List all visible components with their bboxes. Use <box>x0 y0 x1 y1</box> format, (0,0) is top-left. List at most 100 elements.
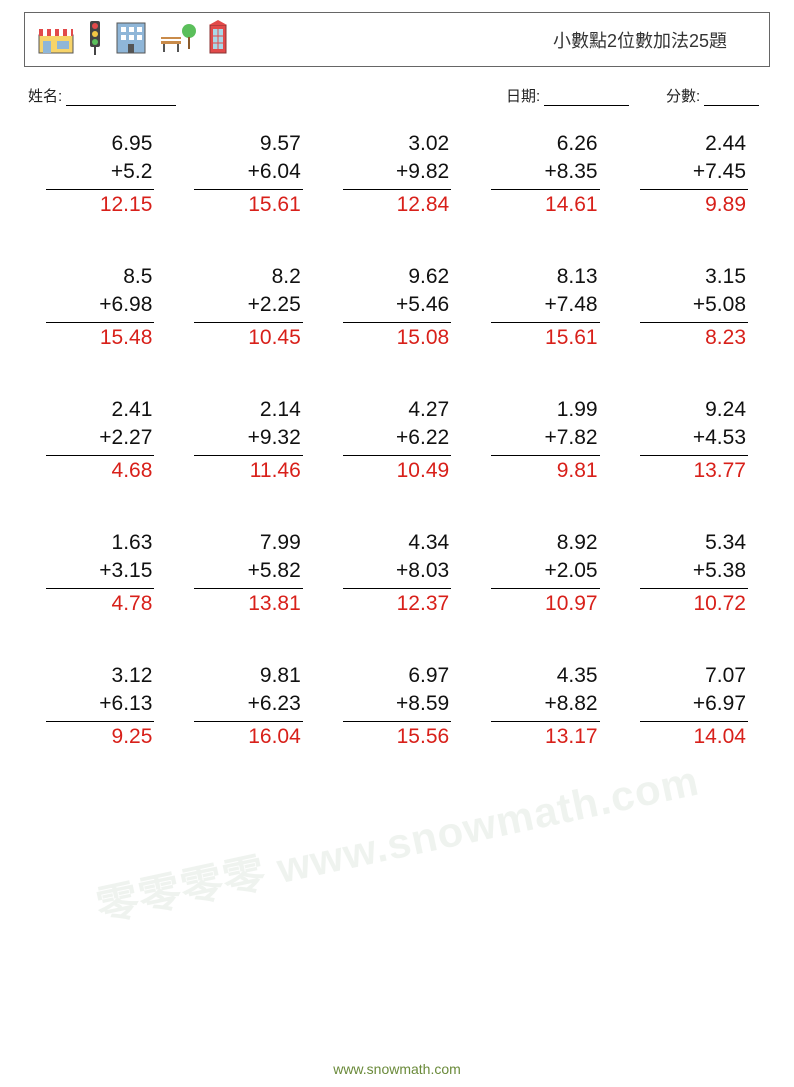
operand-bottom: +5.38 <box>640 557 748 588</box>
problem: 9.81+6.2316.04 <box>194 662 302 751</box>
operand-top: 7.07 <box>640 662 748 690</box>
operand-top: 6.97 <box>343 662 451 690</box>
problem: 8.5+6.9815.48 <box>46 263 154 352</box>
answer: 15.61 <box>491 323 599 352</box>
answer: 16.04 <box>194 722 302 751</box>
answer: 15.61 <box>194 190 302 219</box>
bench-tree-icon <box>157 21 197 60</box>
header-box: 小數點2位數加法25題 <box>24 12 770 67</box>
operand-top: 1.99 <box>491 396 599 424</box>
problem: 6.95+5.212.15 <box>46 130 154 219</box>
operand-top: 7.99 <box>194 529 302 557</box>
operand-bottom: +2.27 <box>46 424 154 455</box>
problem: 3.02+9.8212.84 <box>343 130 451 219</box>
name-field: 姓名: <box>28 85 506 106</box>
name-underline <box>66 90 176 106</box>
problem: 5.34+5.3810.72 <box>640 529 748 618</box>
answer: 9.25 <box>46 722 154 751</box>
problem: 3.15+5.088.23 <box>640 263 748 352</box>
operand-bottom: +8.35 <box>491 158 599 189</box>
operand-top: 2.41 <box>46 396 154 424</box>
problem: 9.24+4.5313.77 <box>640 396 748 485</box>
operand-top: 3.02 <box>343 130 451 158</box>
problems-grid: 6.95+5.212.159.57+6.0415.613.02+9.8212.8… <box>24 130 770 751</box>
problem: 8.2+2.2510.45 <box>194 263 302 352</box>
answer: 15.08 <box>343 323 451 352</box>
score-label: 分數: <box>666 88 700 105</box>
problem: 8.92+2.0510.97 <box>491 529 599 618</box>
answer: 10.97 <box>491 589 599 618</box>
problem: 8.13+7.4815.61 <box>491 263 599 352</box>
operand-bottom: +8.03 <box>343 557 451 588</box>
worksheet-title: 小數點2位數加法25題 <box>553 27 757 53</box>
operand-top: 3.15 <box>640 263 748 291</box>
problem: 4.34+8.0312.37 <box>343 529 451 618</box>
operand-top: 8.13 <box>491 263 599 291</box>
operand-top: 9.62 <box>343 263 451 291</box>
operand-top: 9.81 <box>194 662 302 690</box>
operand-top: 6.95 <box>46 130 154 158</box>
problem: 7.99+5.8213.81 <box>194 529 302 618</box>
problem: 6.26+8.3514.61 <box>491 130 599 219</box>
score-field: 分數: <box>666 85 766 106</box>
operand-bottom: +6.22 <box>343 424 451 455</box>
answer: 9.89 <box>640 190 748 219</box>
date-underline <box>544 90 629 106</box>
operand-top: 9.24 <box>640 396 748 424</box>
answer: 12.15 <box>46 190 154 219</box>
answer: 4.68 <box>46 456 154 485</box>
answer: 13.81 <box>194 589 302 618</box>
answer: 15.56 <box>343 722 451 751</box>
answer: 11.46 <box>194 456 302 485</box>
operand-bottom: +6.97 <box>640 690 748 721</box>
operand-top: 3.12 <box>46 662 154 690</box>
answer: 10.49 <box>343 456 451 485</box>
traffic-light-icon <box>85 19 105 60</box>
problem: 9.57+6.0415.61 <box>194 130 302 219</box>
operand-top: 8.5 <box>46 263 154 291</box>
operand-bottom: +4.53 <box>640 424 748 455</box>
operand-top: 9.57 <box>194 130 302 158</box>
answer: 4.78 <box>46 589 154 618</box>
problem: 4.35+8.8213.17 <box>491 662 599 751</box>
operand-top: 4.27 <box>343 396 451 424</box>
problem: 1.99+7.829.81 <box>491 396 599 485</box>
operand-bottom: +9.82 <box>343 158 451 189</box>
operand-bottom: +3.15 <box>46 557 154 588</box>
building-icon <box>115 19 147 60</box>
problem: 1.63+3.154.78 <box>46 529 154 618</box>
operand-bottom: +2.25 <box>194 291 302 322</box>
problem: 2.14+9.3211.46 <box>194 396 302 485</box>
operand-bottom: +6.23 <box>194 690 302 721</box>
operand-top: 8.2 <box>194 263 302 291</box>
phone-booth-icon <box>207 19 229 60</box>
answer: 10.45 <box>194 323 302 352</box>
operand-bottom: +2.05 <box>491 557 599 588</box>
operand-bottom: +7.82 <box>491 424 599 455</box>
answer: 9.81 <box>491 456 599 485</box>
answer: 12.84 <box>343 190 451 219</box>
info-row: 姓名: 日期: 分數: <box>24 85 770 106</box>
answer: 14.04 <box>640 722 748 751</box>
operand-top: 8.92 <box>491 529 599 557</box>
problem: 7.07+6.9714.04 <box>640 662 748 751</box>
problem: 2.44+7.459.89 <box>640 130 748 219</box>
answer: 10.72 <box>640 589 748 618</box>
answer: 13.77 <box>640 456 748 485</box>
operand-bottom: +6.04 <box>194 158 302 189</box>
problem: 2.41+2.274.68 <box>46 396 154 485</box>
problem: 3.12+6.139.25 <box>46 662 154 751</box>
operand-bottom: +5.2 <box>46 158 154 189</box>
operand-bottom: +6.13 <box>46 690 154 721</box>
problem: 9.62+5.4615.08 <box>343 263 451 352</box>
problem: 6.97+8.5915.56 <box>343 662 451 751</box>
operand-bottom: +8.82 <box>491 690 599 721</box>
answer: 8.23 <box>640 323 748 352</box>
date-label: 日期: <box>506 88 540 105</box>
problem: 4.27+6.2210.49 <box>343 396 451 485</box>
operand-bottom: +5.46 <box>343 291 451 322</box>
answer: 14.61 <box>491 190 599 219</box>
footer-link[interactable]: www.snowmath.com <box>24 1061 770 1087</box>
operand-top: 2.14 <box>194 396 302 424</box>
operand-top: 6.26 <box>491 130 599 158</box>
